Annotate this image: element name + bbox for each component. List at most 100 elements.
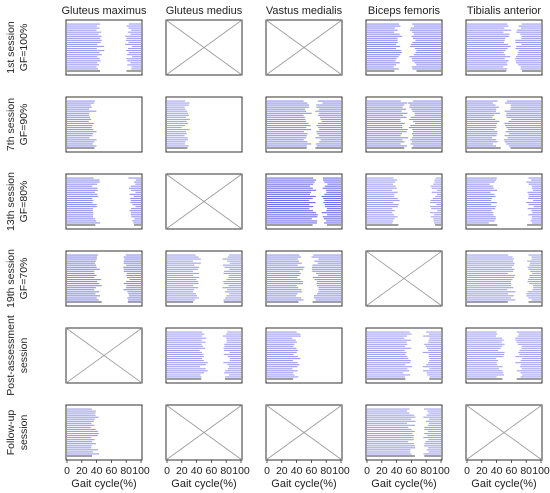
row-label: 13th session GF=80% [5, 172, 30, 231]
panel-frame [465, 250, 543, 307]
column-title: Vastus medialis [266, 5, 343, 17]
panel-frame [65, 19, 143, 76]
x-tick-label: 0 [164, 465, 170, 477]
x-tick-label: 80 [420, 465, 432, 477]
panel [265, 173, 343, 230]
panel [165, 96, 243, 153]
x-axis-label: Gait cycle(%) [271, 478, 336, 490]
x-tick-label: 100 [232, 465, 250, 477]
panel [465, 96, 543, 153]
x-tick-label: 80 [320, 465, 332, 477]
x-axis-label: Gait cycle(%) [371, 478, 436, 490]
x-axis-label: Gait cycle(%) [71, 478, 136, 490]
panel [365, 404, 443, 461]
column-title: Gluteus maximus [62, 5, 147, 17]
panel [465, 404, 543, 461]
panel-frame [365, 173, 443, 230]
panel-frame [465, 173, 543, 230]
panel [365, 19, 443, 76]
row-label-line2: GF=100% [18, 24, 30, 72]
x-tick-label: 0 [364, 465, 370, 477]
panel [65, 173, 143, 230]
row-label-line1: 1st session [5, 21, 17, 74]
row-label-line1: Follow-up [5, 410, 17, 456]
panel [365, 327, 443, 384]
x-tick-label: 20 [276, 465, 288, 477]
column-title: Gluteus medius [166, 5, 243, 17]
panel-frame [365, 19, 443, 76]
no-data-cross [365, 250, 443, 307]
row-label-line2: session [18, 415, 30, 451]
panel [465, 250, 543, 307]
x-tick-label: 60 [106, 465, 118, 477]
panel-frame [265, 327, 343, 384]
panel-frame [265, 173, 343, 230]
panel [165, 404, 243, 461]
x-tick-label: 20 [176, 465, 188, 477]
panel-frame [465, 19, 543, 76]
x-tick-label: 0 [264, 465, 270, 477]
no-data-cross [165, 173, 243, 230]
panel [465, 19, 543, 76]
row-label: 7th session GF=90% [5, 98, 30, 151]
x-axis-label: Gait cycle(%) [171, 478, 236, 490]
row-label: 19th session GF=70% [5, 249, 30, 308]
panel [165, 19, 243, 76]
x-axis-label: Gait cycle(%) [471, 478, 536, 490]
panel [465, 173, 543, 230]
row-label-line1: Post-assessment [5, 315, 17, 396]
row-label: Post-assessment session [5, 315, 30, 396]
panel-frame [65, 250, 143, 307]
panel-frame [365, 404, 443, 461]
panel-frame [165, 327, 243, 384]
no-data-cross [165, 19, 243, 76]
panel-frame [465, 96, 543, 153]
x-tick-label: 60 [206, 465, 218, 477]
panel-frame [165, 96, 243, 153]
panel [165, 250, 243, 307]
panel [65, 96, 143, 153]
x-tick-label: 0 [464, 465, 470, 477]
x-tick-label: 0 [64, 465, 70, 477]
panel [365, 173, 443, 230]
no-data-cross [265, 19, 343, 76]
panel [165, 173, 243, 230]
panel [465, 327, 543, 384]
x-tick-label: 80 [120, 465, 132, 477]
row-label-line2: GF=70% [18, 258, 30, 300]
panel [365, 96, 443, 153]
panel [65, 19, 143, 76]
panel [265, 250, 343, 307]
panel-frame [65, 96, 143, 153]
x-tick-label: 100 [332, 465, 350, 477]
panel-frame [465, 327, 543, 384]
panel-frame [165, 250, 243, 307]
x-tick-label: 40 [91, 465, 103, 477]
x-tick-label: 80 [520, 465, 532, 477]
panel-frame [365, 327, 443, 384]
row-label-line1: 13th session [5, 172, 17, 231]
panel-frame [65, 404, 143, 461]
panel [265, 327, 343, 384]
row-label-line2: GF=90% [18, 104, 30, 146]
panel [265, 19, 343, 76]
column-title: Biceps femoris [368, 5, 441, 17]
no-data-cross [465, 404, 543, 461]
row-label-line2: GF=80% [18, 181, 30, 223]
x-tick-label: 80 [220, 465, 232, 477]
x-tick-label: 20 [376, 465, 388, 477]
row-label-line2: session [18, 338, 30, 374]
x-tick-label: 20 [76, 465, 88, 477]
x-tick-label: 40 [291, 465, 303, 477]
x-tick-label: 100 [432, 465, 450, 477]
x-tick-label: 40 [391, 465, 403, 477]
row-label: 1st session GF=100% [5, 21, 30, 74]
x-tick-label: 60 [406, 465, 418, 477]
row-label-line1: 7th session [5, 98, 17, 151]
panel [65, 327, 143, 384]
panel [65, 250, 143, 307]
no-data-cross [265, 404, 343, 461]
panel-frame [365, 96, 443, 153]
panel-frame [265, 96, 343, 153]
